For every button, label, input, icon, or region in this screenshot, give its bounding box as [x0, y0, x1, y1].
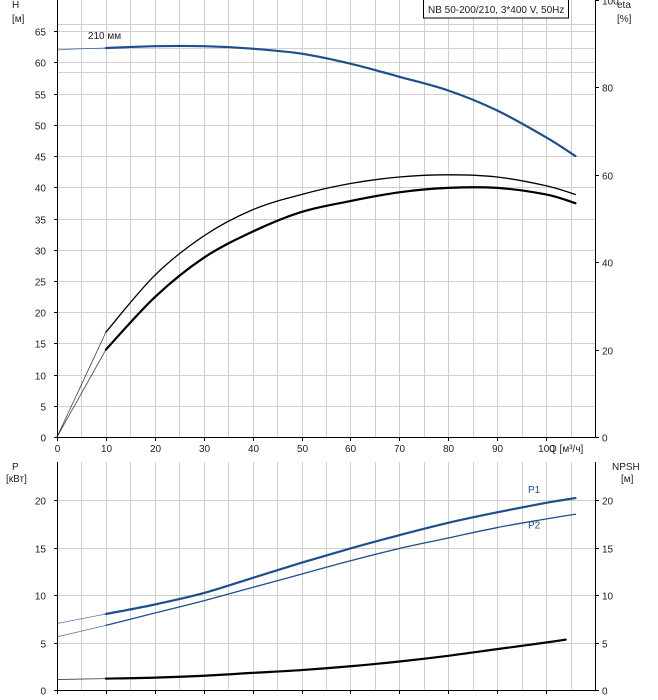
grid-layer [57, 0, 595, 690]
panel1-ytick-label: 40 [35, 184, 47, 195]
panel1-ytick-label: 45 [35, 153, 47, 164]
frame-layer [54, 0, 599, 694]
panel1-xtick-label: 0 [55, 444, 61, 455]
panel2-ytick-label: 15 [35, 545, 47, 556]
panel1-xtick-label: 20 [150, 444, 162, 455]
panel2-y2label-name: NPSH [612, 462, 640, 473]
panel2-y2tick-label: 15 [602, 545, 614, 556]
panel2-npsh-ext-line [56, 678, 106, 680]
panel2-y2tick-label: 5 [602, 640, 608, 651]
panel1-eta-total-line [104, 186, 577, 351]
panel2-ytick-label: 20 [35, 497, 47, 508]
panel1-ytick-label: 10 [35, 372, 47, 383]
panel2-p2-line [105, 513, 577, 627]
panel1-xtick-label: 60 [345, 444, 357, 455]
panel1-h-210-мм-ext-line [56, 47, 106, 51]
panel1-y2tick-label: 0 [602, 434, 608, 445]
panel2-p1-line [104, 497, 577, 616]
panel1-ytick-label: 55 [35, 91, 47, 102]
panel1-eta-hydraulic-line [105, 174, 577, 333]
panel1-y2label-unit: [%] [617, 14, 632, 25]
curves-layer [56, 44, 577, 680]
panel1-xtick-label: 50 [297, 444, 309, 455]
panel2-y2tick-label: 10 [602, 592, 614, 603]
chart-title: NB 50-200/210, 3*400 V, 50Hz [428, 5, 564, 16]
panel1-ytick-label: 30 [35, 247, 47, 258]
panel1-eta-hydraulic-ext-line [56, 331, 107, 438]
panel1-eta-total-ext-line [56, 349, 107, 438]
panel1-y2label-name: eta [617, 0, 631, 11]
panel1-ytick-label: 0 [40, 434, 46, 445]
panel2-y2label-unit: [м] [621, 474, 634, 485]
panel1-ylabel-name: H [12, 0, 19, 11]
panel1-ytick-label: 35 [35, 216, 47, 227]
panel1-xtick-label: 10 [101, 444, 113, 455]
panel2-y2tick-label: 0 [602, 687, 608, 698]
panel1-y2tick-label: 60 [602, 172, 614, 183]
x-axis-label: Q [м³/ч] [549, 444, 584, 455]
panel1-ytick-label: 50 [35, 122, 47, 133]
curve-annotation-210mm: 210 мм [88, 31, 121, 42]
panel1-xtick-label: 30 [199, 444, 211, 455]
panel2-p2-ext-line [56, 625, 107, 638]
panel1-xtick-label: 100 [538, 444, 555, 455]
panel1-ylabel-unit: [м] [12, 14, 25, 25]
panel1-ytick-label: 60 [35, 59, 47, 70]
panel1-ytick-label: 15 [35, 340, 47, 351]
series-label-p2: P2 [528, 520, 541, 531]
panel1-xtick-label: 80 [443, 444, 455, 455]
panel1-xtick-label: 90 [492, 444, 504, 455]
panel1-y2tick-label: 40 [602, 259, 614, 270]
panel2-npsh-line [104, 638, 567, 680]
panel2-ytick-label: 0 [40, 687, 46, 698]
panel2-ytick-label: 10 [35, 592, 47, 603]
panel2-ylabel-unit: [кВт] [6, 474, 27, 485]
panel1-ytick-label: 20 [35, 309, 47, 320]
panel2-y2tick-label: 20 [602, 497, 614, 508]
panel1-y2tick-label: 20 [602, 347, 614, 358]
panel1-ytick-label: 65 [35, 28, 47, 39]
panel2-ylabel-name: P [12, 462, 19, 473]
panel1-y2tick-label: 100 [602, 0, 619, 8]
panel1-ytick-label: 25 [35, 278, 47, 289]
panel1-ytick-label: 5 [40, 403, 46, 414]
panel2-p1-ext-line [56, 613, 106, 624]
panel1-xtick-label: 40 [248, 444, 260, 455]
panel1-y2tick-label: 80 [602, 84, 614, 95]
series-label-p1: P1 [528, 485, 541, 496]
panel2-ytick-label: 5 [40, 640, 46, 651]
chart-title-box [423, 0, 569, 19]
panel1-xtick-label: 70 [394, 444, 406, 455]
